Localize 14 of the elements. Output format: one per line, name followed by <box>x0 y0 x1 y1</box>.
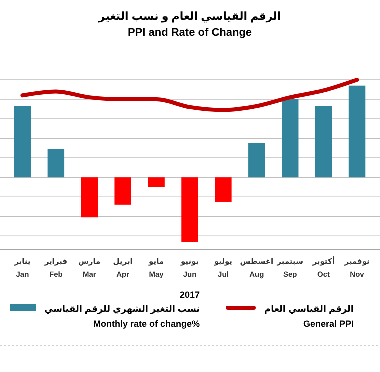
bar <box>182 178 198 242</box>
bar <box>114 178 132 205</box>
bar <box>48 149 65 178</box>
bar <box>148 178 165 188</box>
bar <box>14 106 32 178</box>
bar <box>215 178 232 202</box>
x-axis-title: 2017 <box>180 290 200 300</box>
bar <box>315 106 332 178</box>
bar <box>282 100 299 178</box>
bar <box>348 86 366 178</box>
bar <box>248 143 266 178</box>
chart-subtitle: PPI and Rate of Change <box>128 27 252 39</box>
chart-title: الرقم القياسي العام و نسب التغير <box>98 11 282 23</box>
bar <box>81 178 98 218</box>
